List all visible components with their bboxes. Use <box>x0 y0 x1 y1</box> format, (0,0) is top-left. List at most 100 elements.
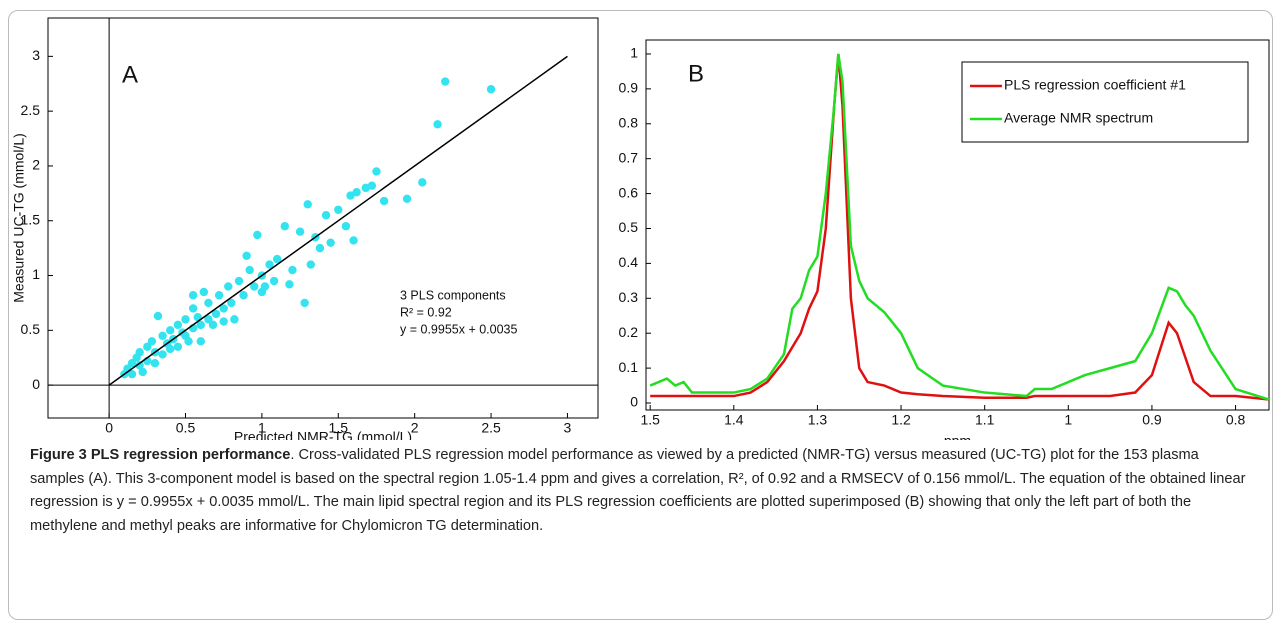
x-tick-label: 2 <box>411 420 419 436</box>
point <box>173 342 183 351</box>
plot-frame <box>645 39 1270 411</box>
y-tick-label: 0.7 <box>619 149 639 165</box>
point <box>196 337 205 346</box>
y-tick-label: 0.1 <box>619 359 639 375</box>
point <box>300 298 309 308</box>
y-tick-label: 0.6 <box>619 184 639 200</box>
point <box>199 287 209 297</box>
x-tick-label: 2.5 <box>481 420 501 436</box>
panel-label: A <box>122 61 138 88</box>
point <box>184 337 193 346</box>
x-tick-label: 1.4 <box>724 412 744 428</box>
point <box>418 178 427 187</box>
y-tick-label: 1 <box>32 266 40 282</box>
point <box>352 188 361 197</box>
point <box>295 227 305 236</box>
point <box>188 304 198 313</box>
point <box>224 282 233 291</box>
point <box>265 260 274 269</box>
series-line <box>649 53 1270 401</box>
point <box>242 251 251 261</box>
series-line <box>650 53 1270 401</box>
caption-title: PLS regression performance <box>90 447 291 463</box>
legend-box <box>961 61 1249 143</box>
point <box>211 309 221 319</box>
x-tick-label: 1.3 <box>808 412 828 428</box>
point <box>158 331 167 341</box>
point <box>127 369 137 379</box>
point <box>138 367 147 377</box>
legend-label: Average NMR spectrum <box>1004 110 1153 126</box>
point <box>321 211 331 220</box>
annotation: y = 0.9955x + 0.0035 <box>400 322 518 336</box>
y-tick-label: 0.2 <box>619 324 639 340</box>
plot-frame <box>47 17 599 419</box>
x-tick-label: 1 <box>1064 412 1072 428</box>
point <box>166 326 175 335</box>
y-tick-label: 3 <box>32 47 40 63</box>
point <box>326 238 335 247</box>
x-axis-label: ppm <box>944 433 971 440</box>
y-tick-label: 0 <box>32 376 40 392</box>
point <box>219 317 228 326</box>
x-tick-label: 0.9 <box>1142 412 1162 428</box>
x-tick-label: 1.5 <box>640 412 660 428</box>
point <box>230 315 239 324</box>
legend-label: PLS regression coefficient #1 <box>1004 77 1186 93</box>
y-tick-label: 2 <box>32 157 40 173</box>
point <box>234 276 244 286</box>
point <box>250 282 259 291</box>
point <box>441 77 450 86</box>
x-tick-label: 1.1 <box>975 412 995 428</box>
x-tick-label: 1 <box>258 420 266 436</box>
point <box>214 291 224 300</box>
figure-frame <box>8 10 1273 620</box>
point <box>245 265 254 275</box>
point <box>315 243 325 253</box>
fit-line <box>108 55 568 386</box>
point <box>379 196 389 206</box>
point <box>227 298 236 308</box>
x-tick-label: 1.2 <box>891 412 911 428</box>
y-tick-label: 0.5 <box>619 219 639 235</box>
point <box>158 350 167 359</box>
point <box>135 361 144 370</box>
point <box>272 254 282 264</box>
y-tick-label: 1 <box>630 45 638 61</box>
x-tick-label: 0.5 <box>176 420 196 436</box>
point <box>253 230 262 240</box>
point <box>349 236 358 245</box>
point <box>188 291 198 300</box>
point <box>285 280 294 289</box>
point <box>135 348 144 357</box>
point <box>150 359 160 368</box>
point <box>153 311 163 321</box>
point <box>334 205 343 214</box>
y-axis-label: Measured UC-TG (mmol/L) <box>11 133 27 303</box>
point <box>402 194 412 204</box>
point <box>173 320 183 330</box>
caption-text: . Cross-validated PLS regression model p… <box>30 447 1246 534</box>
y-tick-label: 1.5 <box>21 211 41 227</box>
y-tick-label: 0.5 <box>21 321 41 337</box>
point <box>486 85 496 94</box>
y-tick-label: 2.5 <box>21 102 41 118</box>
point <box>147 337 157 346</box>
point <box>341 222 351 231</box>
y-tick-label: 0.4 <box>619 254 639 270</box>
point <box>367 181 377 190</box>
panel-label: B <box>688 60 704 87</box>
point <box>208 320 218 330</box>
annotation: 3 PLS components <box>400 288 506 302</box>
point <box>306 260 315 269</box>
y-tick-label: 0.3 <box>619 289 639 305</box>
point <box>280 222 290 231</box>
point <box>166 344 175 354</box>
point <box>372 167 381 176</box>
point <box>257 287 267 297</box>
annotation: R² = 0.92 <box>400 305 452 319</box>
point <box>196 320 205 330</box>
x-axis-label: Predicted NMR-TG (mmol/L) <box>234 429 412 440</box>
point <box>219 304 228 313</box>
